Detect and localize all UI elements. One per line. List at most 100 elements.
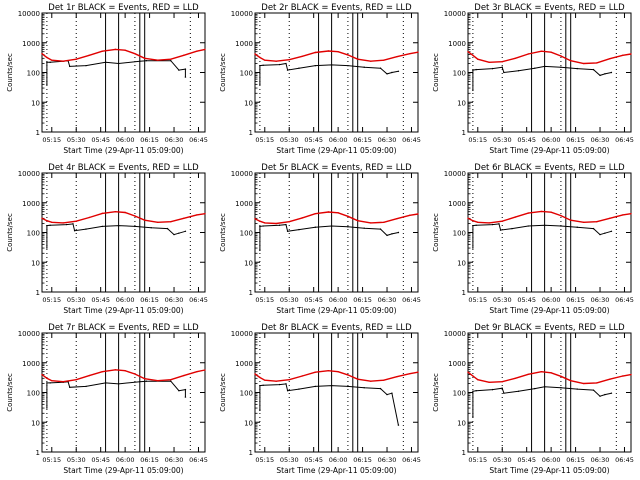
data-point-lld bbox=[264, 379, 266, 381]
data-point-events bbox=[104, 61, 107, 64]
x-tick-label: 05:15 bbox=[42, 136, 61, 144]
data-point-events bbox=[517, 69, 520, 72]
y-tick-label: 10 bbox=[31, 259, 40, 267]
x-tick-label: 06:15 bbox=[140, 456, 159, 464]
data-point-lld bbox=[275, 222, 277, 225]
data-point-events bbox=[472, 69, 474, 71]
series-line-lld bbox=[467, 210, 632, 224]
y-tick-label: 10 bbox=[244, 419, 253, 427]
x-tick-label: 06:15 bbox=[140, 136, 159, 144]
y-tick-label: 10000 bbox=[444, 330, 466, 338]
y-tick-label: 10000 bbox=[444, 10, 466, 18]
data-point-events bbox=[498, 223, 500, 225]
data-point-lld bbox=[327, 370, 330, 372]
data-point-lld bbox=[314, 371, 317, 373]
chart-title: Det 4r BLACK = Events, RED = LLD bbox=[48, 163, 199, 173]
x-tick-label: 05:30 bbox=[493, 136, 512, 144]
x-tick-label: 06:00 bbox=[116, 456, 135, 464]
data-point-events bbox=[330, 384, 333, 387]
data-point-events bbox=[166, 227, 169, 230]
x-axis-label: Start Time (29-Apr-11 05:09:00) bbox=[489, 466, 609, 475]
plot-frame bbox=[41, 332, 206, 453]
x-tick-label: 05:30 bbox=[493, 456, 512, 464]
data-point-lld bbox=[383, 59, 385, 61]
data-point-events bbox=[491, 223, 494, 226]
data-point-events bbox=[72, 223, 74, 225]
x-axis-label: Start Time (29-Apr-11 05:09:00) bbox=[63, 146, 183, 155]
data-point-lld bbox=[370, 222, 372, 224]
data-point-events bbox=[576, 388, 578, 390]
data-point-lld bbox=[157, 59, 159, 61]
data-point-lld bbox=[417, 371, 419, 373]
data-point-lld bbox=[196, 214, 198, 216]
data-point-lld bbox=[583, 382, 585, 385]
data-point-lld bbox=[467, 217, 469, 220]
x-tick-label: 06:30 bbox=[378, 136, 397, 144]
data-point-events bbox=[363, 386, 365, 389]
data-point-lld bbox=[114, 48, 117, 51]
data-point-events bbox=[397, 70, 400, 72]
y-tick-label: 100 bbox=[27, 390, 40, 398]
data-point-events bbox=[599, 395, 601, 397]
data-point-lld bbox=[41, 373, 43, 376]
data-point-lld bbox=[170, 221, 172, 223]
data-point-lld bbox=[514, 377, 516, 380]
data-point-lld bbox=[62, 60, 64, 62]
data-point-lld bbox=[356, 378, 359, 380]
data-point-events bbox=[491, 67, 494, 70]
y-tick-label: 1 bbox=[462, 449, 466, 457]
data-point-lld bbox=[467, 371, 469, 373]
data-point-lld bbox=[259, 220, 261, 222]
data-point-lld bbox=[550, 372, 552, 374]
chart-title: Det 2r BLACK = Events, RED = LLD bbox=[261, 3, 412, 13]
data-point-events bbox=[286, 69, 289, 71]
data-point-events bbox=[347, 385, 349, 388]
y-tick-label: 10 bbox=[457, 99, 466, 107]
data-point-lld bbox=[583, 221, 585, 224]
data-point-lld bbox=[409, 372, 411, 375]
x-tick-label: 05:15 bbox=[255, 136, 274, 144]
data-point-events bbox=[379, 67, 382, 69]
data-point-lld bbox=[275, 60, 277, 62]
data-point-lld bbox=[622, 54, 624, 56]
x-tick-label: 06:15 bbox=[140, 296, 159, 304]
detector-panel-8: 1 10 100 1000 10000 05:15 05:30 05:45 06:00 06:15… bbox=[219, 323, 421, 475]
data-point-lld bbox=[477, 221, 479, 224]
data-point-events bbox=[472, 224, 474, 227]
detector-panel-4: 1 10 100 1000 10000 05:15 05:30 05:45 06:00 06:15… bbox=[6, 163, 208, 315]
data-point-lld bbox=[183, 54, 185, 56]
x-axis-label: Start Time (29-Apr-11 05:09:00) bbox=[63, 306, 183, 315]
data-point-lld bbox=[62, 222, 64, 224]
y-tick-label: 1 bbox=[36, 129, 40, 137]
data-point-events bbox=[46, 61, 48, 64]
data-point-events bbox=[278, 383, 281, 386]
data-point-events bbox=[184, 76, 187, 78]
y-tick-label: 1 bbox=[249, 129, 253, 137]
y-tick-label: 10 bbox=[244, 99, 253, 107]
data-point-events bbox=[592, 68, 595, 71]
plot-frame bbox=[467, 12, 632, 133]
x-tick-label: 05:15 bbox=[255, 296, 274, 304]
x-tick-label: 05:45 bbox=[91, 136, 110, 144]
data-point-lld bbox=[477, 58, 479, 60]
chart-title: Det 6r BLACK = Events, RED = LLD bbox=[474, 163, 625, 173]
series-line-lld bbox=[467, 370, 632, 385]
x-tick-label: 05:30 bbox=[67, 296, 86, 304]
data-point-events bbox=[298, 67, 300, 69]
y-tick-label: 1000 bbox=[235, 360, 253, 368]
data-point-lld bbox=[583, 62, 585, 65]
data-point-events bbox=[178, 69, 180, 71]
data-point-lld bbox=[488, 222, 490, 224]
data-point-lld bbox=[560, 375, 562, 378]
data-point-events bbox=[101, 225, 104, 228]
data-point-events bbox=[184, 396, 187, 398]
data-point-lld bbox=[337, 51, 339, 53]
data-point-events bbox=[543, 65, 546, 68]
data-point-events bbox=[534, 67, 536, 69]
data-point-lld bbox=[527, 53, 530, 55]
data-point-events bbox=[386, 393, 388, 396]
data-point-events bbox=[543, 224, 546, 226]
y-tick-label: 10 bbox=[31, 99, 40, 107]
series-line-lld bbox=[41, 48, 206, 62]
